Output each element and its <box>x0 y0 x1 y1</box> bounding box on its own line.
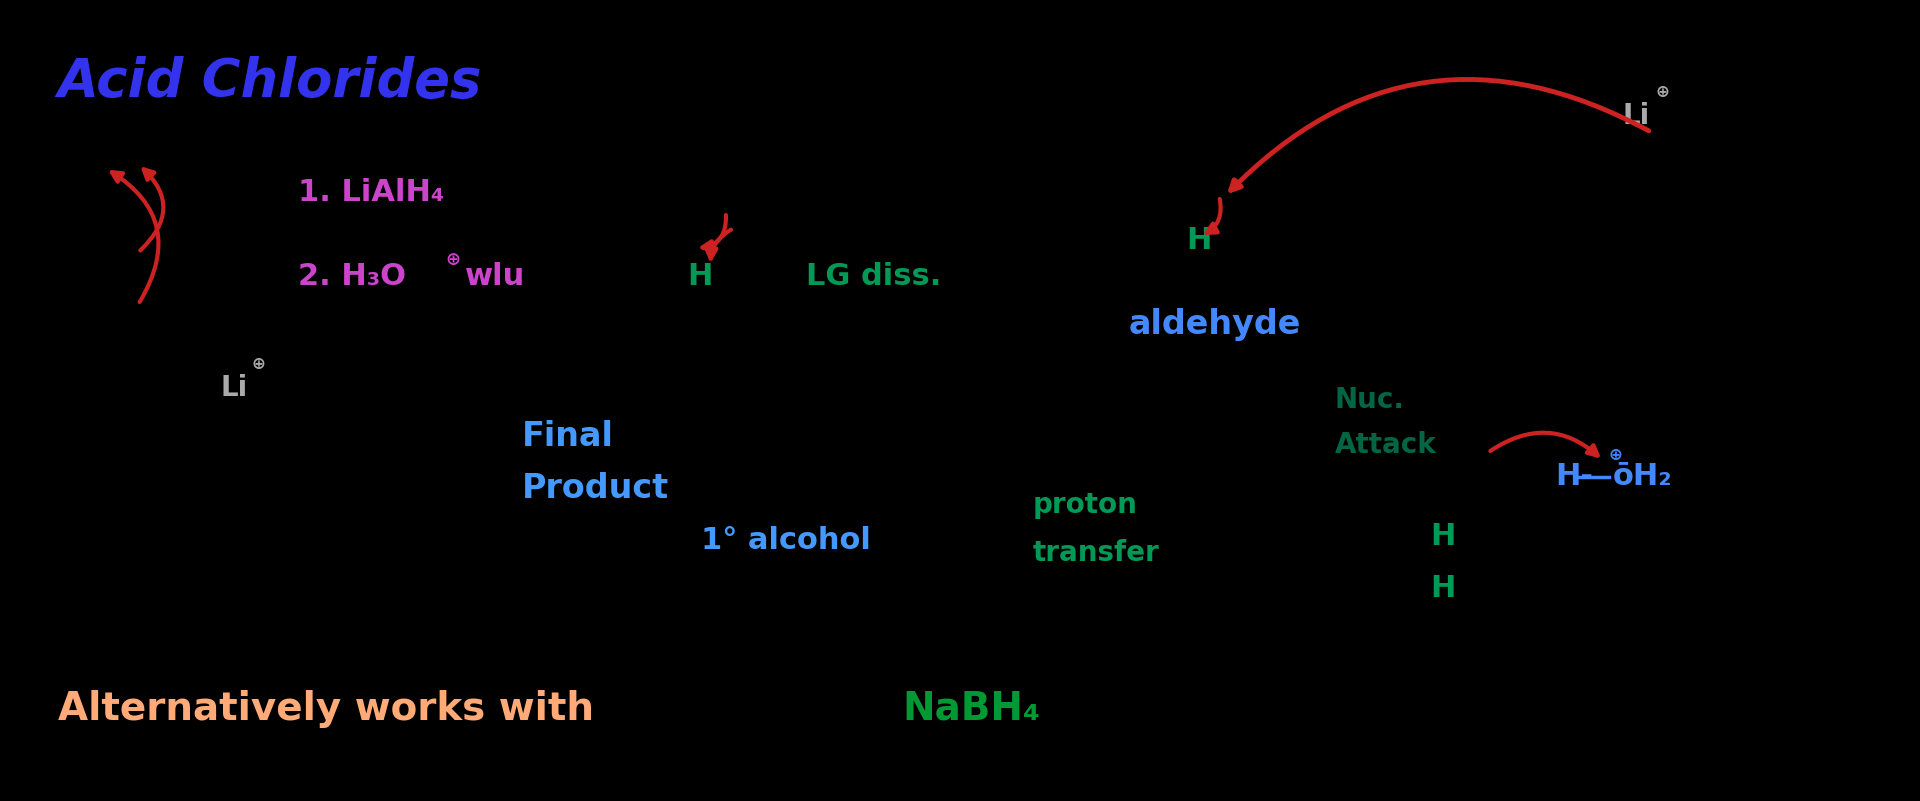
Text: H: H <box>687 262 712 291</box>
Text: ⊕: ⊕ <box>445 252 461 269</box>
Text: H: H <box>1430 522 1455 551</box>
Text: transfer: transfer <box>1033 539 1160 566</box>
Text: Attack: Attack <box>1334 431 1436 458</box>
Text: wlu: wlu <box>465 262 524 291</box>
Text: Alternatively works with: Alternatively works with <box>58 690 607 728</box>
Text: ōH₂: ōH₂ <box>1613 462 1672 491</box>
Text: H: H <box>1187 226 1212 255</box>
Text: 1° alcohol: 1° alcohol <box>701 526 870 555</box>
Text: Final: Final <box>522 420 614 453</box>
Text: Product: Product <box>522 472 670 505</box>
Text: 1. LiAlH₄: 1. LiAlH₄ <box>298 178 444 207</box>
Text: H: H <box>1430 574 1455 603</box>
Text: Nuc.: Nuc. <box>1334 387 1404 414</box>
Text: NaBH₄: NaBH₄ <box>902 690 1041 728</box>
Text: ⊕: ⊕ <box>1655 83 1668 101</box>
Text: 2. H₃O: 2. H₃O <box>298 262 405 291</box>
Text: ⊕: ⊕ <box>252 356 265 373</box>
Text: aldehyde: aldehyde <box>1129 308 1302 341</box>
Text: Li: Li <box>1622 103 1649 130</box>
Text: ⊕: ⊕ <box>1609 446 1622 464</box>
Text: H-: H- <box>1555 462 1594 491</box>
Text: proton: proton <box>1033 491 1139 518</box>
Text: Acid Chlorides: Acid Chlorides <box>58 56 482 108</box>
Text: Li: Li <box>221 375 248 402</box>
Text: LG diss.: LG diss. <box>806 262 943 291</box>
